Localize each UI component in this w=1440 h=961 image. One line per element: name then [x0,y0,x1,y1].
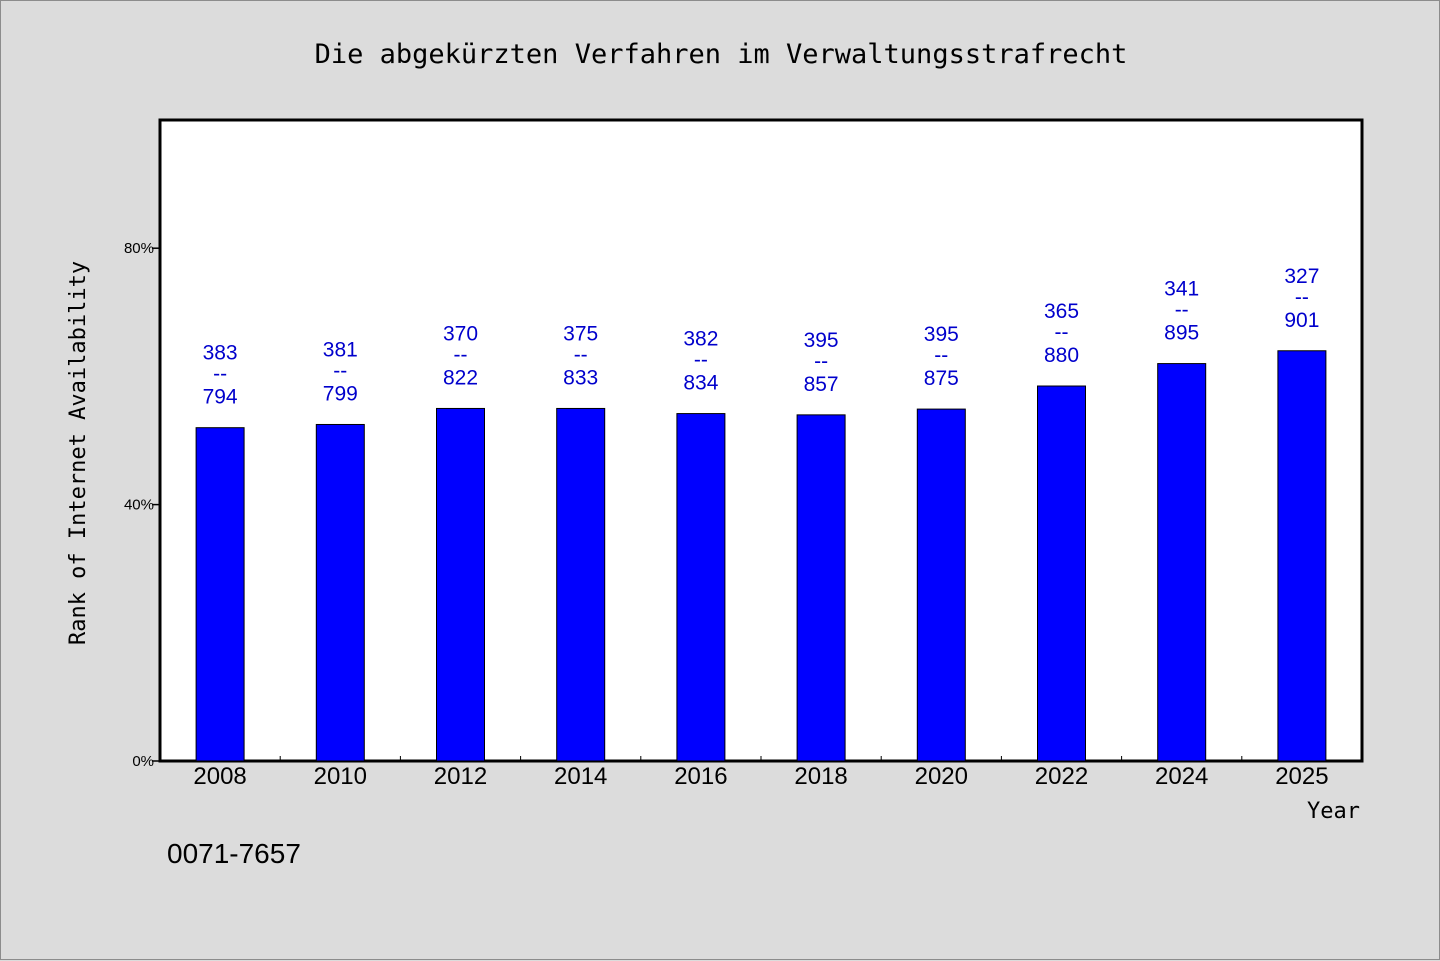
bar-2022 [1037,385,1086,762]
x-tick-label: 2025 [1275,763,1328,790]
data-label-separator: -- [574,343,588,366]
data-label-bottom: 880 [1044,344,1079,367]
bar-2012 [436,407,485,762]
data-label-separator: -- [1295,286,1309,309]
chart-title: Die abgekürzten Verfahren im Verwaltungs… [315,39,1128,70]
data-label-separator: -- [333,359,347,382]
y-axis-title: Rank of Internet Availability [66,261,91,645]
data-label-top: 382 [683,328,718,351]
data-label-bottom: 822 [443,366,478,389]
x-tick-label: 2022 [1035,763,1088,790]
bar-2024 [1157,363,1207,762]
data-label-separator: -- [694,349,708,372]
y-tick-label: 40% [124,497,154,514]
data-label-separator: -- [1055,321,1069,344]
x-tick-label: 2020 [915,763,968,790]
data-label-top: 395 [804,329,839,352]
x-axis-title: Year [1307,799,1360,824]
data-label-separator: -- [814,350,828,373]
x-tick-label: 2024 [1155,763,1208,790]
data-label-top: 375 [563,322,598,345]
x-tick-label: 2016 [674,763,727,790]
data-label-separator: -- [454,343,468,366]
data-label-top: 383 [203,342,238,365]
data-label-bottom: 799 [323,382,358,405]
data-label-top: 341 [1164,278,1199,301]
y-tick-label: 80% [124,240,154,257]
x-tick-label: 2014 [554,763,607,790]
bar-2014 [556,407,606,762]
x-tick-label: 2018 [794,763,847,790]
bar-2010 [315,423,365,762]
data-label-bottom: 794 [203,386,238,409]
data-label-top: 365 [1044,300,1079,323]
bar-2016 [676,413,726,762]
bar-2025 [1277,350,1327,762]
x-axis: 2008 2010 2012 2014 2016 2018 2020 2022 2024 2025 [193,756,1329,790]
data-label-separator: -- [1175,299,1189,322]
x-tick-label: 2010 [314,763,367,790]
data-label-bottom: 834 [683,372,718,395]
data-label-separator: -- [934,344,948,367]
data-label-bottom: 895 [1164,322,1199,345]
data-label-bottom: 901 [1284,309,1319,332]
footnote: 0071-7657 [167,838,301,869]
data-label-bottom: 875 [924,367,959,390]
y-axis: 0% 40% 80% [124,240,160,770]
data-label-bottom: 857 [804,373,839,396]
data-label-top: 370 [443,322,478,345]
bar-2020 [916,408,966,762]
data-labels: 383--794381--799370--822375--833382--834… [203,265,1320,409]
data-label-top: 381 [323,338,358,361]
data-label-bottom: 833 [563,366,598,389]
data-label-top: 327 [1284,265,1319,288]
bar-2008 [195,427,245,762]
x-tick-label: 2012 [434,763,487,790]
data-label-separator: -- [213,363,227,386]
x-tick-label: 2008 [193,763,246,790]
bar-series [195,350,1327,762]
bar-2018 [796,414,846,762]
y-tick-label: 0% [132,753,154,770]
data-label-top: 395 [924,323,959,346]
